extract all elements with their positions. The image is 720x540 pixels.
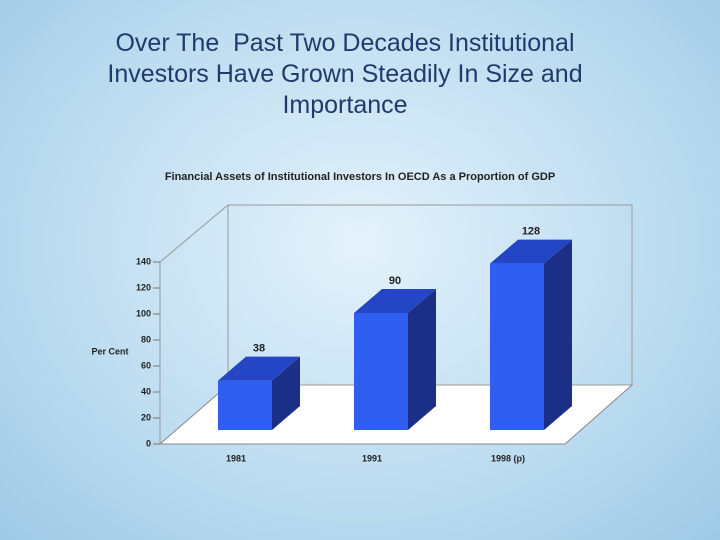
- bar: [218, 380, 272, 430]
- bar-side: [544, 239, 572, 430]
- left-wall-edge: [159, 204, 229, 263]
- x-tick-label: 1991: [362, 453, 382, 463]
- y-axis-label: Per Cent: [91, 346, 128, 356]
- y-tick-label: 60: [141, 360, 151, 370]
- y-tick-label: 40: [141, 386, 151, 396]
- y-tick-label: 20: [141, 412, 151, 422]
- y-tick-label: 80: [141, 334, 151, 344]
- value-label: 38: [253, 343, 265, 355]
- bar-top: [490, 239, 572, 264]
- bar: [490, 263, 544, 430]
- bar: [354, 313, 408, 430]
- back-wall: [227, 204, 633, 386]
- x-tick-label: 1981: [226, 453, 246, 463]
- bar-side: [408, 289, 436, 430]
- bar-side: [272, 356, 300, 430]
- chart-title: Financial Assets of Institutional Invest…: [165, 171, 555, 183]
- y-tick-label: 100: [136, 308, 151, 318]
- value-label: 90: [389, 275, 401, 287]
- y-tick-label: 0: [146, 438, 151, 448]
- value-label: 128: [522, 226, 540, 238]
- bar-top: [354, 289, 436, 313]
- y-tick-label: 120: [136, 282, 151, 292]
- y-tick-label: 140: [136, 256, 151, 266]
- x-tick-label: 1998 (p): [491, 453, 525, 463]
- slide-title: Over The Past Two Decades Institutional …: [107, 29, 590, 119]
- bar-top: [218, 356, 300, 381]
